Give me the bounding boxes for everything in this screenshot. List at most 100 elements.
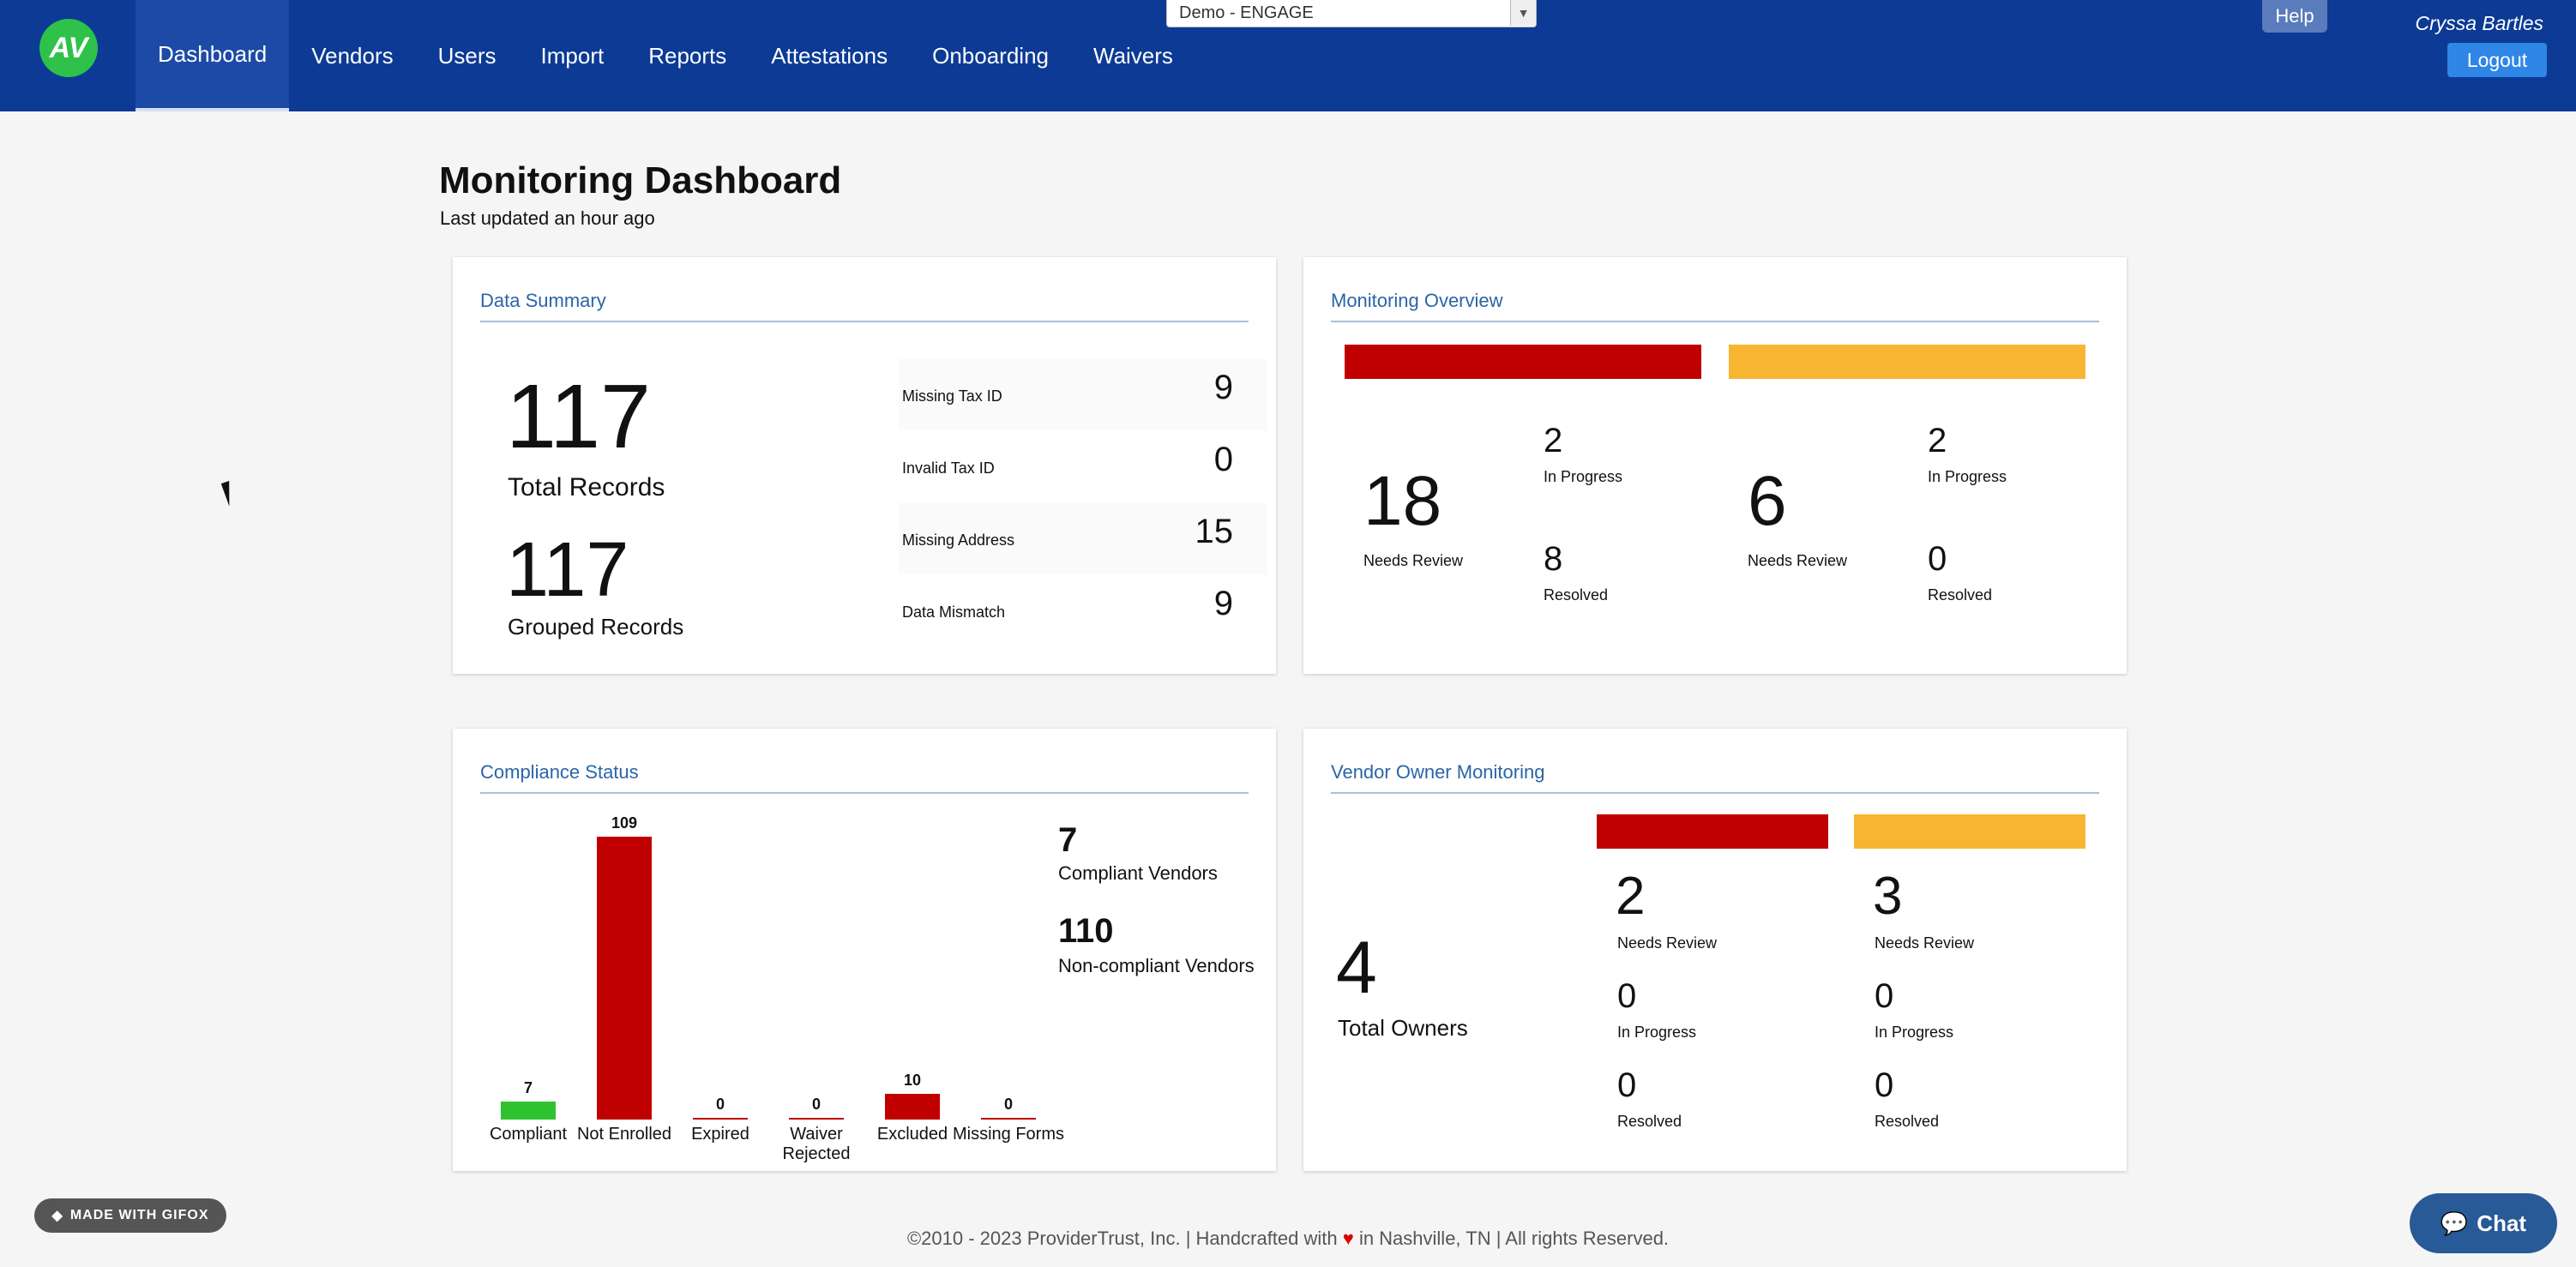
monitoring-overview-card: Monitoring Overview 18 Needs Review 2 In…	[1303, 257, 2127, 674]
compliance-bar-chart: 7 Compliant 109 Not Enrolled 0 Expired 0 Waiver…	[453, 729, 1064, 1171]
resolved-label: Resolved	[1875, 1113, 1940, 1130]
in-progress-label: In Progress	[1875, 1024, 1954, 1041]
logout-button[interactable]: Logout	[2447, 43, 2547, 77]
in-progress-value: 2	[1928, 422, 1947, 459]
resolved-value: 0	[1617, 1066, 1637, 1104]
nav-vendors[interactable]: Vendors	[311, 42, 394, 69]
card-title: Vendor Owner Monitoring	[1331, 761, 1545, 783]
bar-value-label: 10	[903, 1072, 922, 1089]
resolved-value: 8	[1544, 540, 1563, 578]
nav-onboarding[interactable]: Onboarding	[932, 42, 1049, 69]
resolved-value: 0	[1875, 1066, 1894, 1104]
missing-address-label: Missing Address	[902, 531, 1015, 549]
bar-category-label: Excluded	[876, 1125, 948, 1144]
stripe-bg	[899, 502, 1267, 574]
page-title: Monitoring Dashboard	[439, 159, 842, 201]
nav-attestations[interactable]: Attestations	[771, 42, 888, 69]
divider	[480, 792, 1249, 794]
data-summary-card: Data Summary 117 Total Records 117 Group…	[453, 257, 1276, 674]
divider	[1331, 792, 2099, 794]
resolved-label: Resolved	[1928, 586, 1993, 603]
bar-category-label: Missing Forms	[952, 1125, 1064, 1144]
missing-tax-id-label: Missing Tax ID	[902, 387, 1002, 405]
needs-review-label: Needs Review	[1617, 934, 1718, 952]
card-title: Monitoring Overview	[1331, 290, 1503, 311]
user-name: Cryssa Bartles	[2415, 12, 2543, 34]
data-mismatch-value: 9	[1213, 585, 1233, 622]
heart-icon: ♥	[1342, 1228, 1354, 1249]
main-nav: Dashboard Vendors Users Import Reports A…	[135, 0, 1195, 111]
total-owners-label: Total Owners	[1338, 1015, 1468, 1041]
bar-missing-forms[interactable]	[981, 1118, 1036, 1120]
bar-expired[interactable]	[693, 1118, 748, 1120]
bar-category-label: Waiver Rejected	[782, 1125, 851, 1163]
missing-tax-id-value: 9	[1213, 369, 1233, 406]
help-button[interactable]: Help	[2262, 0, 2327, 33]
needs-review-label: Needs Review	[1748, 552, 1848, 569]
bar-excluded[interactable]	[885, 1094, 940, 1120]
nav-import[interactable]: Import	[540, 42, 605, 69]
bar-value-label: 7	[523, 1079, 533, 1096]
nav-waivers[interactable]: Waivers	[1093, 42, 1173, 69]
compliant-vendors-value: 7	[1058, 821, 1078, 859]
in-progress-label: In Progress	[1617, 1024, 1697, 1041]
needs-review-value: 18	[1363, 462, 1442, 540]
bar-value-label: 0	[715, 1096, 725, 1113]
bar-value-label: 109	[611, 814, 638, 832]
needs-review-value: 3	[1873, 867, 1903, 926]
fox-icon: ◆	[51, 1209, 63, 1223]
compliant-vendors-label: Compliant Vendors	[1058, 862, 1218, 884]
group-red-bar	[1345, 345, 1701, 379]
chat-button[interactable]: 💬 Chat	[2410, 1193, 2557, 1253]
invalid-tax-id-label: Invalid Tax ID	[902, 459, 995, 477]
bar-category-label: Not Enrolled	[576, 1125, 672, 1144]
bar-waiver-rejected[interactable]	[789, 1118, 844, 1120]
divider	[1331, 321, 2099, 322]
in-progress-label: In Progress	[1928, 468, 2007, 485]
total-records-label: Total Records	[508, 473, 665, 501]
needs-review-value: 6	[1748, 462, 1787, 540]
needs-review-value: 2	[1616, 867, 1646, 926]
footer-location: in Nashville, TN | All rights Reserved.	[1358, 1228, 1670, 1249]
noncompliant-vendors-label: Non-compliant Vendors	[1058, 955, 1255, 976]
chat-label: Chat	[2477, 1210, 2527, 1236]
group-red-bar	[1597, 814, 1828, 849]
chevron-down-icon[interactable]: ▼	[1510, 0, 1536, 26]
bar-value-label: 0	[1003, 1096, 1013, 1113]
vendor-owner-card: Vendor Owner Monitoring 4 Total Owners 2…	[1303, 729, 2127, 1171]
bar-value-label: 0	[811, 1096, 821, 1113]
noncompliant-vendors-value: 110	[1058, 912, 1114, 950]
gifox-label: MADE WITH GIFOX	[69, 1208, 209, 1222]
nav-reports[interactable]: Reports	[648, 42, 727, 69]
bar-not-enrolled[interactable]	[597, 837, 652, 1120]
missing-address-value: 15	[1195, 513, 1234, 550]
grouped-records-value: 117	[506, 527, 629, 613]
footer-copyright: ©2010 - 2023 ProviderTrust, Inc. | Handc…	[906, 1228, 1338, 1249]
card-title: Compliance Status	[480, 761, 639, 783]
app-logo[interactable]: AV	[39, 19, 98, 77]
card-title: Data Summary	[480, 290, 606, 311]
invalid-tax-id-value: 0	[1213, 441, 1233, 478]
last-updated: Last updated an hour ago	[440, 207, 655, 229]
top-navbar: AV Dashboard Vendors Users Import Report…	[0, 0, 2576, 111]
resolved-value: 0	[1928, 540, 1947, 578]
in-progress-value: 0	[1617, 977, 1637, 1015]
bar-compliant[interactable]	[501, 1102, 556, 1120]
nav-users[interactable]: Users	[437, 42, 497, 69]
org-select[interactable]: Demo - ENGAGE ▼	[1166, 0, 1537, 27]
resolved-label: Resolved	[1544, 586, 1609, 603]
group-yellow-bar	[1729, 345, 2085, 379]
mouse-cursor-icon	[220, 477, 246, 507]
bar-category-label: Expired	[691, 1125, 749, 1144]
nav-dashboard[interactable]: Dashboard	[135, 0, 290, 111]
needs-review-label: Needs Review	[1363, 552, 1464, 569]
footer: ©2010 - 2023 ProviderTrust, Inc. | Handc…	[0, 1228, 2576, 1250]
group-yellow-bar	[1854, 814, 2085, 849]
grouped-records-label: Grouped Records	[508, 614, 684, 640]
org-select-value: Demo - ENGAGE	[1179, 3, 1314, 22]
in-progress-value: 2	[1544, 422, 1563, 459]
chat-bubble-icon: 💬	[2440, 1210, 2469, 1236]
total-owners-value: 4	[1336, 927, 1377, 1009]
logo-mark: AV	[49, 31, 88, 64]
data-mismatch-label: Data Mismatch	[902, 603, 1006, 621]
